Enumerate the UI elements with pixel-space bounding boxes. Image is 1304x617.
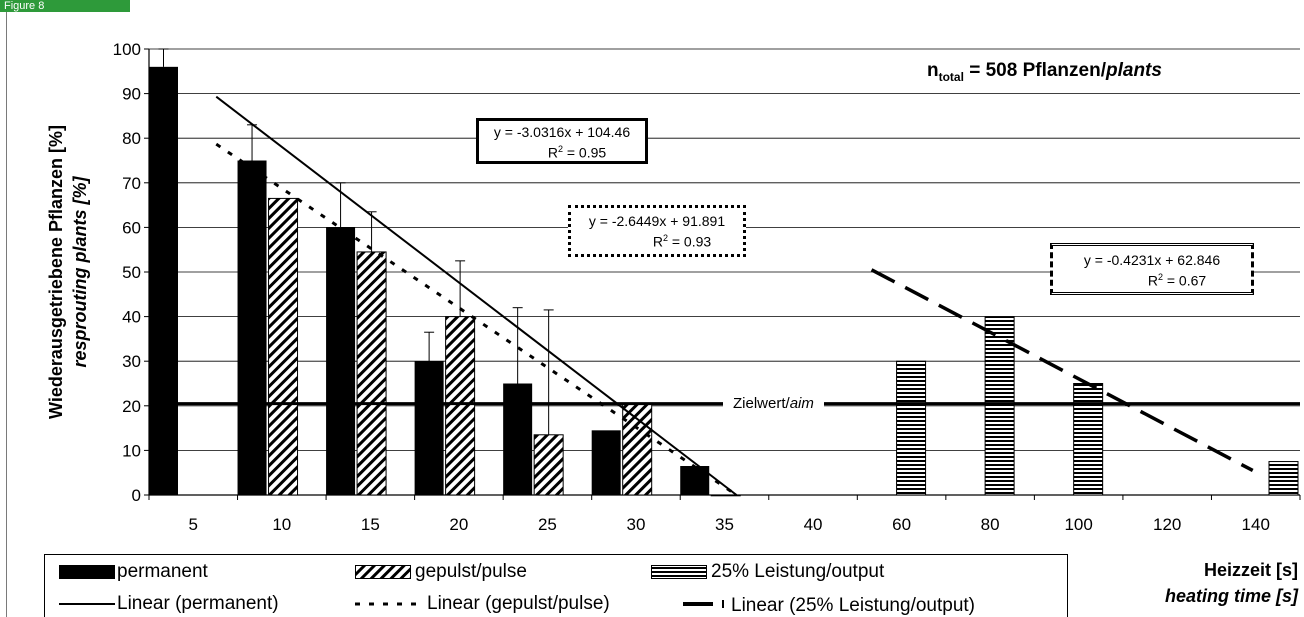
x-tick-label: 35 bbox=[715, 515, 734, 534]
legend-swatch-permanent bbox=[59, 565, 115, 579]
bar-pulse bbox=[445, 316, 476, 496]
legend-label-output: 25% Leistung/output bbox=[711, 561, 885, 582]
legend-label-pulse: gepulst/pulse bbox=[415, 561, 527, 582]
bar-pulse bbox=[533, 434, 564, 496]
x-tick-label: 100 bbox=[1064, 515, 1092, 534]
x-axis-title: Heizzeit [s] bbox=[1203, 560, 1298, 580]
x-tick-label: 40 bbox=[804, 515, 823, 534]
equation-box-pulse: y = -2.6449x + 91.891 R2 = 0.93 bbox=[568, 205, 746, 257]
trendlines bbox=[149, 95, 1300, 497]
x-tick-label: 30 bbox=[627, 515, 646, 534]
x-tick-label: 60 bbox=[892, 515, 911, 534]
tick-labels: 0 10 20 30 40 50 60 70 80 90 100 5 10 15 20 25 30 35 40 60 8… bbox=[113, 40, 1270, 534]
y-tick-label: 10 bbox=[122, 441, 141, 460]
legend-swatch-linear-output bbox=[683, 600, 724, 608]
legend-label-permanent: permanent bbox=[117, 561, 208, 582]
bar-output bbox=[984, 316, 1015, 496]
figure-tag: Figure 8 bbox=[0, 0, 130, 12]
y-tick-label: 40 bbox=[122, 308, 141, 327]
bar-permanent bbox=[326, 227, 356, 495]
equation-output: y = -0.4231x + 62.846 bbox=[1083, 252, 1221, 268]
legend-label-linear-pulse: Linear (gepulst/pulse) bbox=[427, 593, 610, 614]
y-axis-title-italic: resprouting plants [%] bbox=[70, 175, 90, 367]
y-tick-label: 80 bbox=[122, 129, 141, 148]
frame-border bbox=[6, 12, 7, 617]
bar-output bbox=[1073, 383, 1104, 496]
bar-permanent bbox=[503, 383, 533, 495]
x-tick-label: 140 bbox=[1242, 515, 1270, 534]
r2-permanent: R2 = 0.95 bbox=[547, 144, 607, 161]
x-tick-label: 80 bbox=[981, 515, 1000, 534]
bar-pulse bbox=[710, 494, 741, 497]
x-tick-label: 15 bbox=[361, 515, 380, 534]
bar-permanent bbox=[414, 361, 444, 495]
bar-pulse bbox=[622, 403, 653, 496]
bar-output bbox=[1268, 461, 1299, 496]
aim-label: Zielwert/aim bbox=[723, 395, 824, 412]
trendline-permanent bbox=[215, 95, 738, 496]
trendline-pulse bbox=[215, 142, 738, 497]
x-tick-label: 20 bbox=[449, 515, 468, 534]
trendline-output bbox=[870, 268, 1254, 473]
equation-box-permanent: y = -3.0316x + 104.46 R2 = 0.95 bbox=[476, 118, 648, 164]
bar-output bbox=[896, 360, 927, 496]
y-tick-label: 0 bbox=[132, 486, 141, 505]
legend: permanent gepulst/pulse 25% Leistung/out… bbox=[44, 554, 1068, 617]
bar-permanent bbox=[237, 160, 267, 495]
r2-pulse: R2 = 0.93 bbox=[652, 233, 712, 250]
legend-label-linear-output: Linear (25% Leistung/output) bbox=[731, 595, 975, 616]
legend-swatch-linear-pulse bbox=[355, 602, 419, 606]
x-tick-label: 5 bbox=[189, 515, 198, 534]
n-total-label: ntotal = 508 Pflanzen/plants bbox=[927, 60, 1162, 84]
legend-swatch-output bbox=[651, 565, 707, 579]
equation-pulse: y = -2.6449x + 91.891 bbox=[588, 213, 726, 229]
x-tick-label: 10 bbox=[272, 515, 291, 534]
x-axis-title-italic: heating time [s] bbox=[1164, 586, 1298, 606]
y-tick-label: 30 bbox=[122, 352, 141, 371]
bar-permanent bbox=[149, 66, 178, 495]
bar-permanent bbox=[591, 430, 621, 495]
error-bars bbox=[158, 48, 554, 435]
equation-permanent: y = -3.0316x + 104.46 bbox=[493, 124, 631, 140]
y-tick-label: 70 bbox=[122, 174, 141, 193]
legend-swatch-linear-permanent bbox=[59, 603, 115, 605]
equation-box-output: y = -0.4231x + 62.846 R2 = 0.67 bbox=[1050, 243, 1254, 295]
y-axis-title: Wiederausgetriebene Pflanzen [%] bbox=[46, 125, 66, 419]
y-tick-label: 20 bbox=[122, 397, 141, 416]
x-tick-label: 25 bbox=[538, 515, 557, 534]
legend-swatch-pulse bbox=[355, 565, 411, 579]
y-tick-label: 90 bbox=[122, 85, 141, 104]
legend-label-linear-permanent: Linear (permanent) bbox=[117, 593, 279, 614]
r2-output: R2 = 0.67 bbox=[1147, 272, 1207, 289]
y-tick-label: 50 bbox=[122, 263, 141, 282]
x-tick-label: 120 bbox=[1153, 515, 1181, 534]
y-tick-label: 100 bbox=[113, 40, 141, 59]
bar-pulse bbox=[356, 251, 387, 496]
bar-pulse bbox=[268, 197, 299, 496]
y-tick-label: 60 bbox=[122, 218, 141, 237]
